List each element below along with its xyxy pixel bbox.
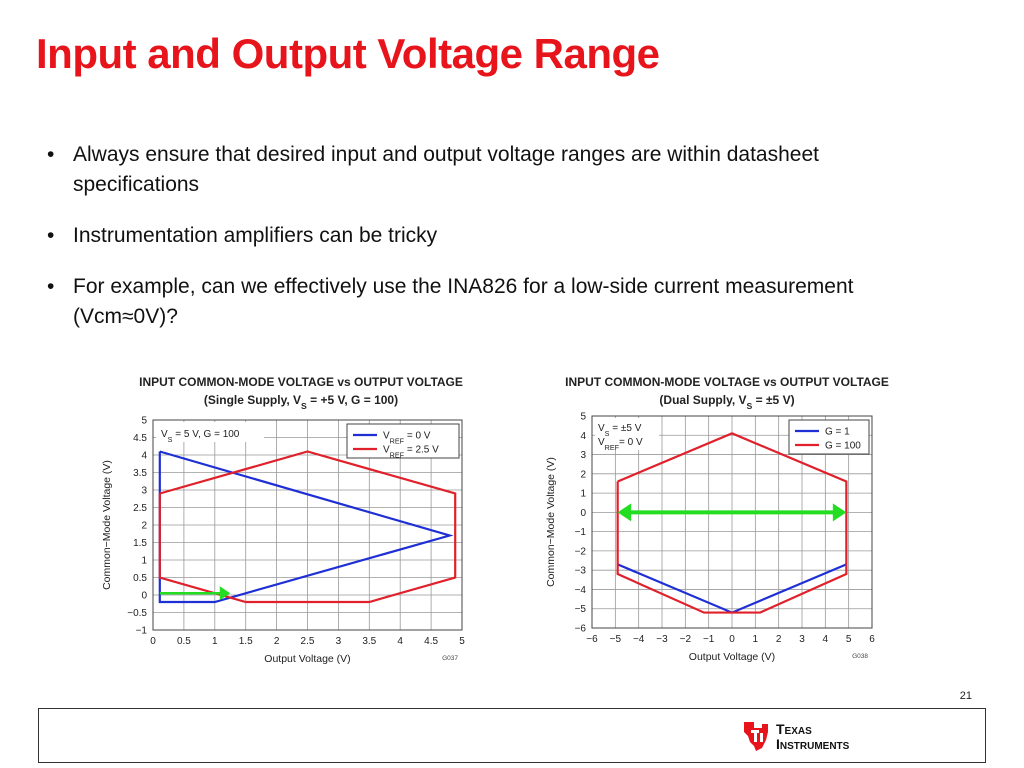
bullet-item: Always ensure that desired input and out…	[45, 140, 925, 200]
x-axis-label: Output Voltage (V)	[264, 653, 350, 665]
plot-frame	[152, 419, 463, 631]
y-tick-label: −3	[575, 566, 587, 577]
y-tick-label: 3	[141, 486, 147, 497]
texas-instruments-logo: Texas Instruments	[742, 718, 872, 759]
x-tick-label: 4	[397, 636, 403, 647]
y-tick-label: 4	[580, 431, 586, 442]
x-tick-label: 2	[776, 634, 782, 645]
x-tick-label: −6	[586, 634, 598, 645]
annotation-box	[156, 422, 264, 442]
y-tick-label: −6	[575, 624, 587, 635]
ti-logo-word-instruments: Instruments	[776, 736, 850, 752]
annotation-box	[595, 418, 659, 450]
x-axis-label: Output Voltage (V)	[689, 651, 775, 663]
y-tick-label: 1	[580, 489, 586, 500]
y-tick-label: −1	[575, 527, 587, 538]
x-tick-label: −4	[633, 634, 645, 645]
chart-title: INPUT COMMON-MODE VOLTAGE vs OUTPUT VOLT…	[565, 375, 889, 389]
x-tick-label: 0	[150, 636, 156, 647]
chart-title: INPUT COMMON-MODE VOLTAGE vs OUTPUT VOLT…	[139, 375, 463, 389]
ti-logo-word-texas: Texas	[776, 721, 812, 737]
legend-label: VREF = 0 V	[383, 431, 431, 446]
slide-title: Input and Output Voltage Range	[36, 30, 660, 77]
bullet-item: Instrumentation amplifiers can be tricky	[45, 221, 925, 251]
x-tick-label: 0.5	[177, 636, 191, 647]
y-tick-label: −5	[575, 604, 587, 615]
y-tick-label: 5	[141, 416, 147, 427]
x-tick-label: −5	[610, 634, 622, 645]
y-tick-label: 2.5	[133, 503, 147, 514]
y-tick-label: −1	[136, 626, 148, 637]
x-tick-label: 2.5	[301, 636, 315, 647]
chart-subtitle: (Dual Supply, VS = ±5 V)	[659, 393, 794, 411]
y-tick-label: 4	[141, 451, 147, 462]
annotation-text: VREF= 0 V	[598, 437, 643, 452]
annotation-text: VS = 5 V, G = 100	[161, 429, 240, 444]
series-line	[158, 450, 457, 604]
footer-bar	[38, 708, 986, 763]
x-tick-label: 3.5	[362, 636, 376, 647]
x-tick-label: 1	[212, 636, 218, 647]
x-tick-label: −2	[680, 634, 692, 645]
bullet-list: Always ensure that desired input and out…	[45, 140, 925, 353]
page-number: 21	[959, 690, 972, 702]
y-tick-label: 2	[141, 521, 147, 532]
figure-code: G038	[852, 653, 868, 660]
bullet-item: For example, can we effectively use the …	[45, 272, 925, 332]
x-tick-label: 5	[459, 636, 465, 647]
y-tick-label: 2	[580, 469, 586, 480]
x-tick-label: 0	[729, 634, 735, 645]
series-line	[616, 432, 848, 614]
y-tick-label: −4	[575, 585, 587, 596]
x-tick-label: 4	[823, 634, 829, 645]
x-tick-label: 3	[336, 636, 342, 647]
y-tick-label: 0	[141, 591, 147, 602]
x-tick-label: 2	[274, 636, 280, 647]
y-tick-label: 5	[580, 412, 586, 423]
x-tick-label: 6	[869, 634, 875, 645]
y-tick-label: 1.5	[133, 538, 147, 549]
chart-single-supply: INPUT COMMON-MODE VOLTAGE vs OUTPUT VOLT…	[101, 375, 465, 665]
x-tick-label: 3	[799, 634, 805, 645]
ti-state-icon	[744, 722, 768, 751]
y-tick-label: 0	[580, 508, 586, 519]
legend-box	[346, 423, 460, 459]
x-tick-label: 1	[753, 634, 759, 645]
legend-box	[788, 419, 870, 455]
x-tick-label: 1.5	[239, 636, 253, 647]
legend-label: G = 100	[825, 441, 861, 452]
figure-code: G037	[442, 655, 458, 662]
legend-label: VREF = 2.5 V	[383, 445, 439, 460]
y-tick-label: 4.5	[133, 433, 147, 444]
legend-label: G = 1	[825, 427, 850, 438]
x-tick-label: −1	[703, 634, 715, 645]
y-tick-label: −2	[575, 546, 587, 557]
y-axis-label: Common−Mode Voltage (V)	[545, 457, 557, 587]
y-tick-label: −0.5	[127, 608, 147, 619]
annotation-text: VS = ±5 V	[598, 423, 642, 438]
chart-dual-supply: INPUT COMMON-MODE VOLTAGE vs OUTPUT VOLT…	[545, 375, 889, 663]
x-tick-label: 4.5	[424, 636, 438, 647]
green-arrow-head	[219, 586, 231, 601]
y-tick-label: 0.5	[133, 573, 147, 584]
y-tick-label: 1	[141, 556, 147, 567]
green-arrow-head	[617, 503, 632, 522]
y-tick-label: 3	[580, 450, 586, 461]
green-arrow-head	[832, 503, 847, 522]
chart-subtitle: (Single Supply, VS = +5 V, G = 100)	[204, 393, 398, 411]
y-tick-label: 3.5	[133, 468, 147, 479]
plot-frame	[591, 415, 873, 629]
y-axis-label: Common−Mode Voltage (V)	[101, 460, 113, 590]
series-line	[158, 450, 454, 604]
x-tick-label: 5	[846, 634, 852, 645]
x-tick-label: −3	[656, 634, 668, 645]
